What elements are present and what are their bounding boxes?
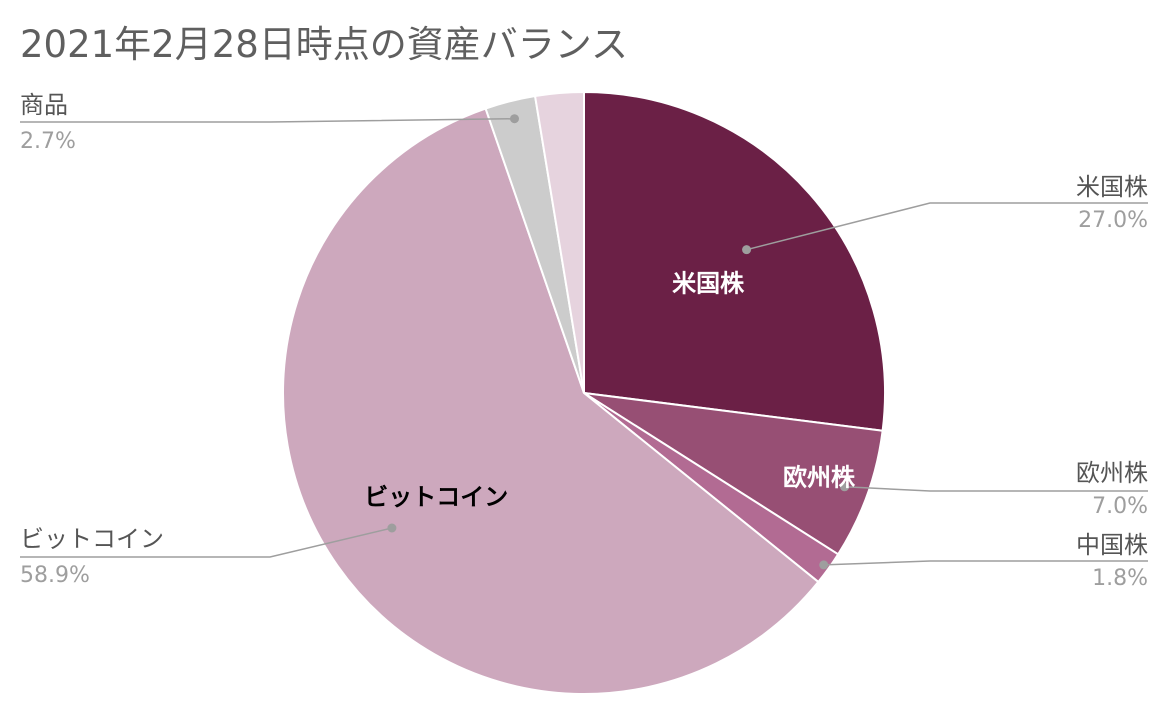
callout-label-3: ビットコイン [20,525,164,553]
callout-percent-1: 7.0% [1092,494,1148,519]
callout-label-4: 商品 [20,91,68,119]
leader-line-0 [746,202,1148,251]
pie-slice-5 [533,90,585,394]
callout-percent-2: 1.8% [1092,566,1148,591]
callout-label-0: 米国株 [1076,173,1148,201]
callout-percent-3: 58.9% [20,563,90,588]
leader-line-4 [20,117,515,123]
pie-slice-3 [282,107,820,695]
slice-inner-label-3: ビットコイン [364,483,508,511]
leader-line-2 [823,560,1148,566]
callout-label-1: 欧州株 [1076,459,1148,487]
callout-percent-4: 2.7% [20,129,76,154]
pie-slice-0 [583,90,886,432]
slices-layer [282,90,886,695]
leader-line-3 [20,527,393,558]
pie-slice-1 [583,392,884,556]
callout-label-2: 中国株 [1076,531,1148,559]
slice-inner-label-1: 欧州株 [783,464,856,492]
callout-percent-0: 27.0% [1078,208,1148,233]
chart-title: 2021年2月28日時点の資産バランス [20,23,629,66]
slice-inner-label-0: 米国株 [672,270,745,298]
leader-line-1 [844,486,1148,492]
leader-lines-layer [20,114,1148,570]
